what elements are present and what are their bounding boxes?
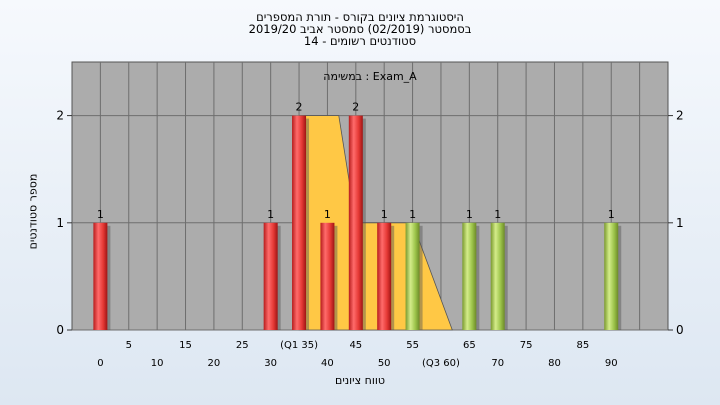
y-tick-label-left: 1 [56,216,64,230]
y-tick-label-left: 2 [56,109,64,123]
x-tick-label-upper: 25 [236,340,249,351]
x-tick-label-lower: 30 [264,358,277,369]
bar-value-label: 2 [296,101,303,114]
bar-value-label: 1 [381,208,388,221]
x-tick-label-upper: 15 [179,340,192,351]
x-tick-label-upper: 5 [126,340,132,351]
bar-value-label: 1 [608,208,615,221]
chart-title-line-2: בסמסטר (02/2019) סמסטר אביב 2019/20 [248,22,472,36]
x-tick-label-lower: (Q3 60) [422,358,460,369]
x-tick-label-upper: (Q1 35) [280,340,318,351]
bars-layer [93,115,622,330]
y-tick-label-right: 2 [676,109,684,123]
y-tick-label-right: 0 [676,323,684,337]
y-tick-label-left: 0 [56,323,64,337]
bar-value-label: 1 [97,208,104,221]
y-axis-title: מספר סטודנטים [26,173,40,250]
histogram-bar [263,222,278,330]
chart-title-line-3: סטודנטים רשומים - 14 [303,34,417,48]
bar-value-label: 1 [409,208,416,221]
histogram-bar [348,115,363,330]
histogram-bar [377,222,392,330]
bar-value-label: 1 [494,208,501,221]
histogram-bar [462,222,477,330]
histogram-bar [93,222,108,330]
histogram-bar [490,222,505,330]
bar-value-label: 2 [352,101,359,114]
annotation-text: במשימה : Exam_A [323,70,417,83]
x-tick-label-lower: 70 [491,358,504,369]
bar-value-label: 1 [267,208,274,221]
bar-value-label: 1 [466,208,473,221]
x-tick-label-lower: 50 [378,358,391,369]
histogram-bar [604,222,619,330]
x-tick-label-upper: 85 [576,340,589,351]
x-tick-label-lower: 80 [548,358,561,369]
labels-layer: 1 1 2 1 2 1 1 1 1 1 [97,101,615,221]
x-tick-label-upper: 45 [349,340,362,351]
histogram-bar [405,222,420,330]
x-tick-label-lower: 90 [605,358,618,369]
x-tick-label-lower: 40 [321,358,334,369]
x-tick-label-lower: 10 [151,358,164,369]
bar-value-label: 1 [324,208,331,221]
histogram-bar [320,222,335,330]
y-tick-label-right: 1 [676,216,684,230]
x-tick-label-lower: 0 [97,358,103,369]
x-tick-label-lower: 20 [208,358,221,369]
x-tick-label-upper: 65 [463,340,476,351]
x-tick-label-upper: 75 [520,340,533,351]
axes-layer: 0 01 12 25 15 25 (Q1 35) 45 55 65 75 850 10 20 30 40 50(… [56,109,683,369]
x-tick-label-upper: 55 [406,340,419,351]
x-axis-title: טווח ציונים [335,374,385,387]
chart-title-line-1: היסטוגרמת ציונים בקורס - תורת המספרים [256,10,464,24]
histogram-bar [292,115,307,330]
